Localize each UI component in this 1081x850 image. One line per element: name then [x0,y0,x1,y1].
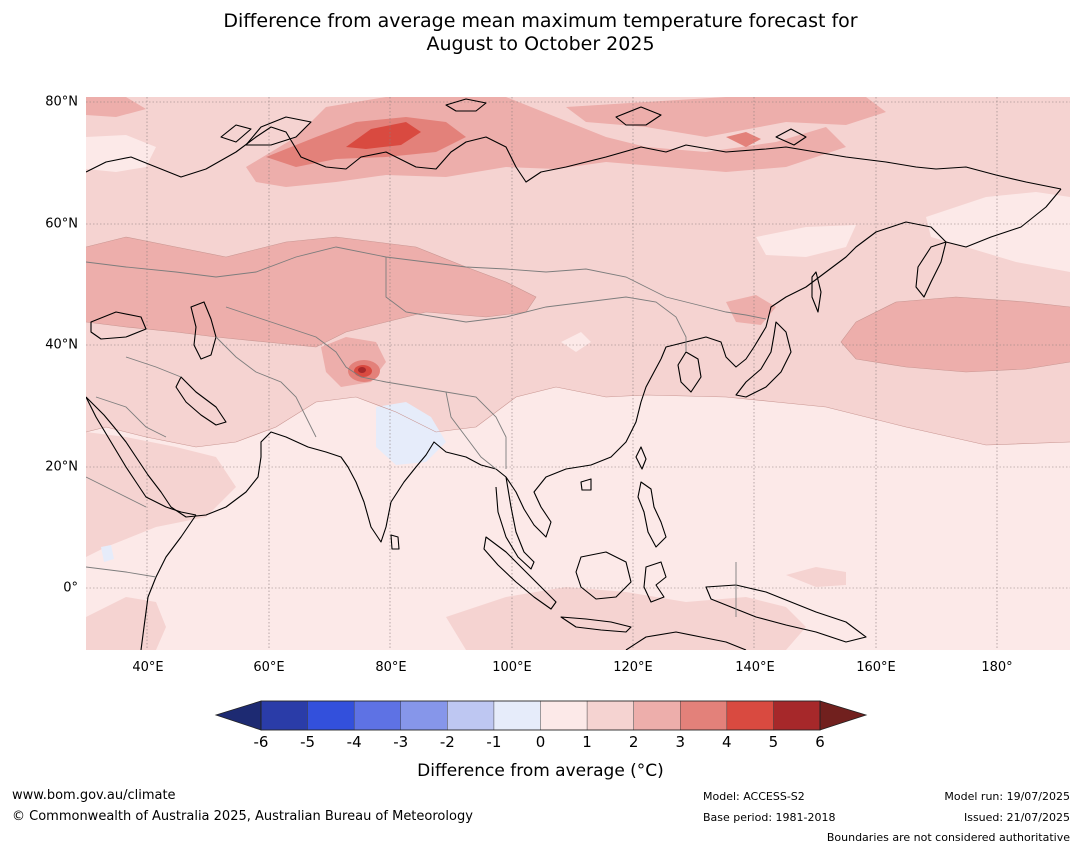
model-name: Model: ACCESS-S2 [703,790,805,803]
colorbar-cell [447,700,495,731]
graticule [86,97,1070,650]
boundaries-disclaimer: Boundaries are not considered authoritat… [826,831,1070,844]
colorbar-tick-label: -2 [439,733,455,751]
shading-2-3-central [86,237,536,347]
colorbar-tick-label: -1 [486,733,502,751]
map-title: Difference from average mean maximum tem… [0,10,1081,56]
shading-1-2-south [446,587,806,650]
model-run-date: Model run: 19/07/2025 [944,790,1070,803]
lon-label-180: 180° [981,660,1013,675]
colorbar-tick-label: -3 [393,733,409,751]
shading-2-3-arctic [566,97,886,137]
colorbar-tick-label: 3 [675,733,686,751]
colorbar-cell [353,700,402,731]
colorbar-tick-label: 6 [815,733,825,751]
colorbar-cell [680,700,728,731]
shading-4-5-scandinavia [346,122,421,149]
lon-label-60e: 60°E [253,660,285,675]
colorbar-cells [260,700,821,731]
website-link[interactable]: www.bom.gov.au/climate [12,788,176,803]
lat-label-0: 0° [63,580,78,596]
base-period: Base period: 1981-2018 [703,811,836,824]
colorbar-cell [773,700,821,731]
lon-label-120e: 120°E [613,660,653,675]
colorbar-tick-label: -4 [346,733,362,751]
colorbar-tick-label: 0 [535,733,546,751]
title-line-1: Difference from average mean maximum tem… [223,10,858,32]
title-line-2: August to October 2025 [426,33,655,55]
colorbar [214,700,868,731]
colorbar-over-arrow [819,700,868,731]
shading-neg-africa [101,545,114,562]
colorbar-tick-label: 1 [582,733,592,751]
colorbar-under-arrow [214,700,262,731]
colorbar-cell [400,700,448,731]
colorbar-cell [307,700,355,731]
colorbar-cell [726,700,774,731]
colorbar-cell [493,700,542,731]
hotspot-5-6-tibet [358,367,366,373]
colorbar-tick-label: -6 [253,733,269,751]
colorbar-cell [586,700,635,731]
colorbar-tick-label: 4 [722,733,732,751]
lon-label-80e: 80°E [375,660,407,675]
colorbar-tick-label: 2 [628,733,639,751]
colorbar-tick-label: -5 [300,733,316,751]
shading-1-2-pacific [786,567,846,587]
shading-0-1-tibet [561,332,591,352]
shading-3-4-northeast [726,132,761,147]
lat-label-20n: 20°N [45,459,78,475]
issued-date: Issued: 21/07/2025 [963,811,1070,824]
lon-label-100e: 100°E [492,660,532,675]
colorbar-cell [633,700,681,731]
lat-label-80n: 80°N [45,94,78,110]
colorbar-cell [260,700,309,731]
country-borders [86,246,767,617]
shading-0-1-chukotka [926,192,1070,272]
colorbar-frame [260,700,821,731]
colorbar-cell [540,700,588,731]
shading-2-3-pacific [841,297,1070,372]
lon-label-140e: 140°E [735,660,775,675]
colorbar-tick-label: 5 [768,733,779,751]
lon-label-160e: 160°E [856,660,896,675]
forecast-map [86,97,1070,650]
lon-label-40e: 40°E [132,660,164,675]
lat-label-60n: 60°N [45,216,78,232]
shading-0-1-eastsiberia [756,225,856,257]
copyright-text: © Commonwealth of Australia 2025, Austra… [12,809,473,824]
shading-2-3-japan [726,295,776,325]
colorbar-label: Difference from average (°C) [417,761,664,781]
lat-label-40n: 40°N [45,337,78,353]
shading-neg-india [376,402,446,465]
coastlines [86,98,1062,650]
